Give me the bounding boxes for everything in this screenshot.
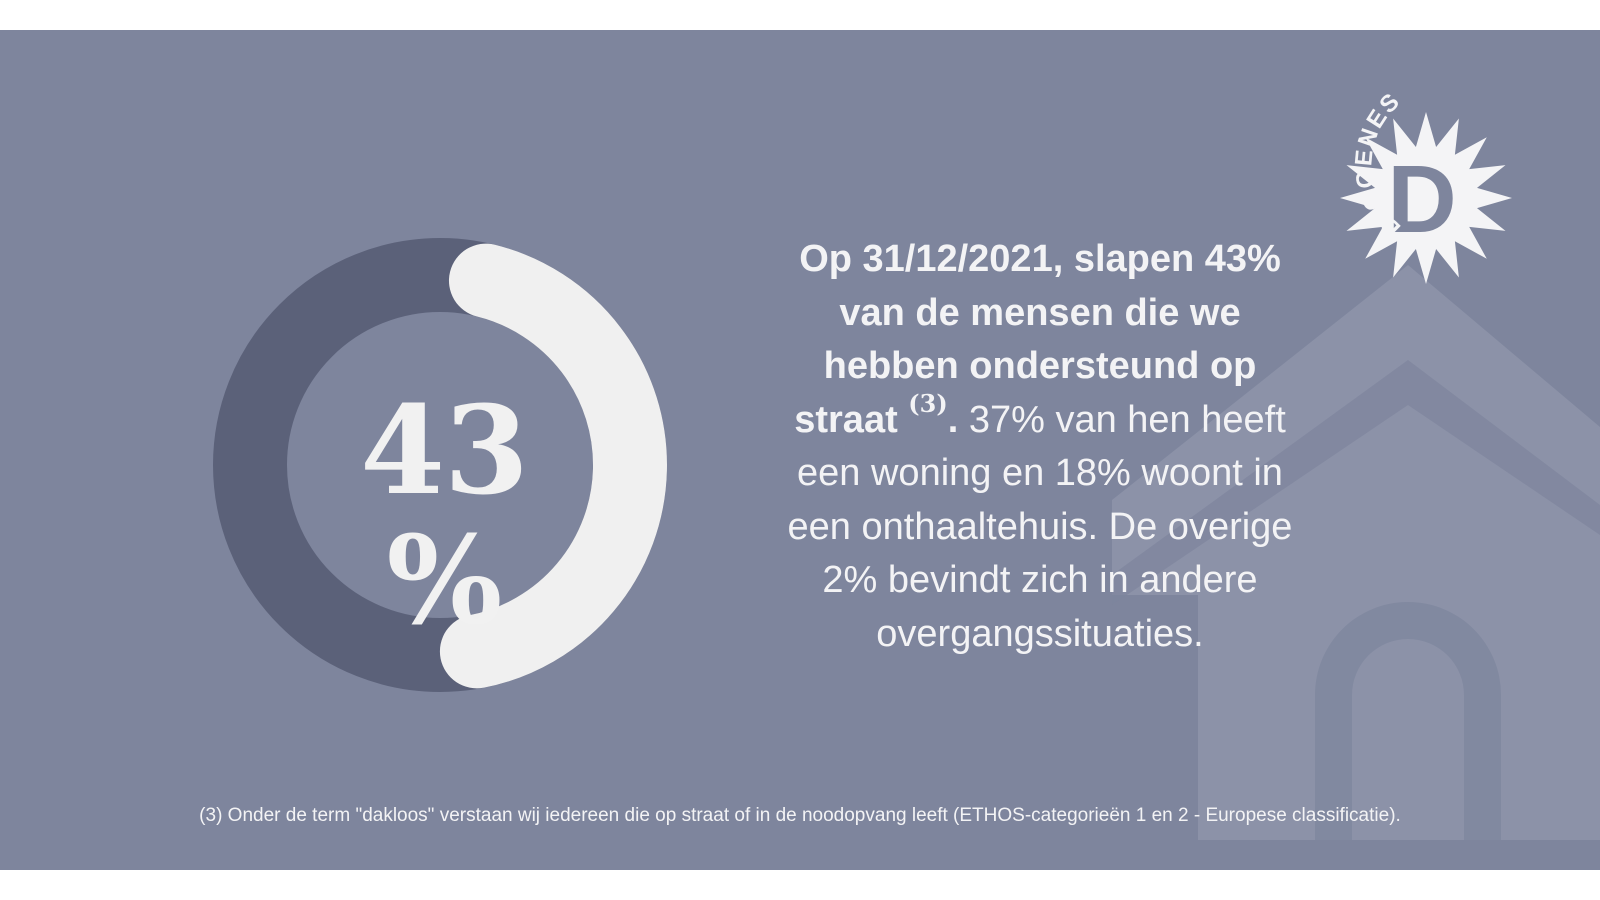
statement-text: Op 31/12/2021, slapen 43% van de mensen … [780, 233, 1300, 661]
logo-letter: D [1387, 146, 1456, 253]
footnote-text: (3) Onder de term "dakloos" verstaan wij… [199, 805, 1401, 826]
donut-chart [213, 238, 667, 692]
sun-burst-icon [1340, 112, 1512, 284]
statement-bold-text: Op 31/12/2021, slapen 43% van de mensen … [794, 238, 1281, 441]
diogenes-logo: D DIOGENES [1340, 87, 1512, 284]
infographic-panel: 43 % Op 31/12/2021, slapen 43% van de me… [0, 30, 1600, 870]
footnote-reference: (3) [908, 388, 948, 418]
house-background-icon [1112, 265, 1600, 840]
donut-center-label: 43 % [360, 378, 529, 652]
statement-normal-text: 37% van hen heeft een woning en 18% woon… [787, 398, 1293, 655]
statement-bold-period: . [947, 398, 959, 441]
donut-value-arc [439, 243, 667, 689]
